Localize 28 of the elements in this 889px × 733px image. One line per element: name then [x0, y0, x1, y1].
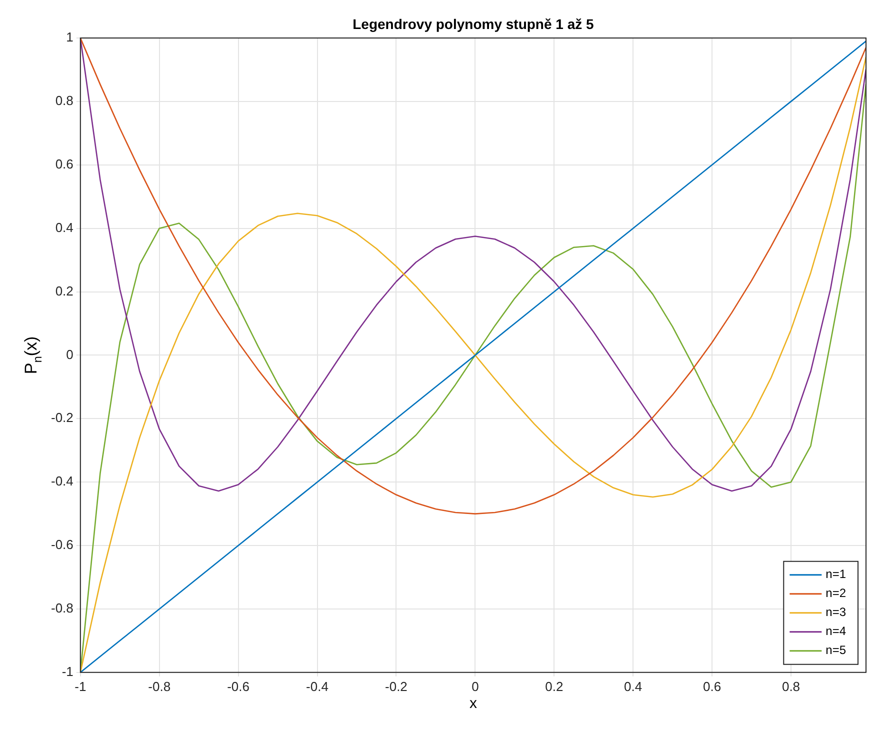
- y-tick-label: 0.6: [55, 156, 74, 172]
- legend-label: n=1: [826, 567, 846, 582]
- y-tick-label: 0: [66, 346, 74, 362]
- x-tick-label: 0.8: [782, 678, 800, 694]
- legend-label: n=5: [826, 643, 846, 658]
- y-tick-label: 0.8: [55, 93, 74, 108]
- x-tick-label: -0.4: [306, 678, 328, 694]
- x-tick-label: 0: [472, 678, 479, 694]
- chart-title: Legendrovy polynomy stupně 1 až 5: [352, 16, 594, 32]
- x-tick-label: -0.8: [148, 678, 171, 694]
- x-tick-label: -0.2: [385, 678, 408, 694]
- legend-label: n=4: [826, 624, 846, 638]
- y-tick-label: 0.2: [55, 283, 74, 298]
- y-tick-label: -0.8: [50, 600, 74, 616]
- y-axis-title: Pn(x): [21, 336, 44, 374]
- x-tick-label: 0.2: [545, 678, 564, 694]
- y-tick-label: 0.4: [55, 220, 74, 235]
- y-tick-label: -0.2: [50, 410, 74, 426]
- x-tick-label: 0.4: [624, 678, 642, 694]
- y-tick-label: -0.6: [50, 537, 74, 552]
- x-tick-label: 0.6: [703, 678, 722, 694]
- x-axis-title: x: [469, 695, 478, 712]
- y-tick-label: -0.4: [50, 474, 74, 489]
- y-tick-label: -1: [62, 664, 74, 679]
- y-tick-label: 1: [66, 30, 74, 45]
- x-tick-label: -0.6: [227, 678, 250, 694]
- legend-label: n=3: [826, 605, 846, 620]
- legend-label: n=2: [826, 586, 846, 600]
